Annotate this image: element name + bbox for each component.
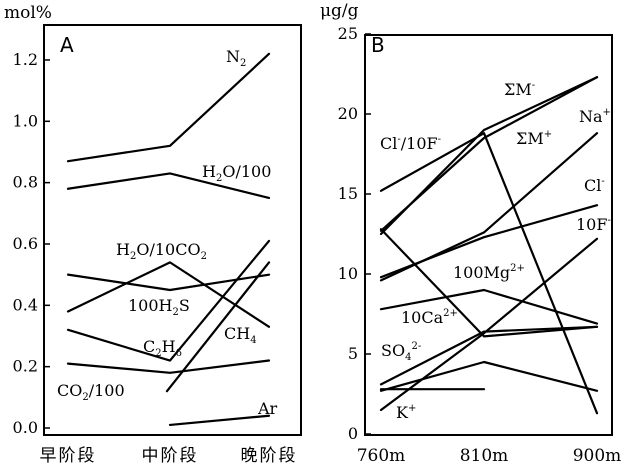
panel-b-series-line (379, 325, 599, 386)
panel-b-y-tick-label: 25 (338, 24, 358, 43)
panel-b-series-label: Na+ (579, 107, 611, 126)
panel-a-series-line (66, 52, 271, 163)
panel-a-series-label: N2 (226, 47, 246, 69)
panel-b-series-label: 10F- (576, 215, 611, 234)
panel-a-series-line (168, 414, 271, 427)
panel-b-series-line (379, 76, 599, 232)
panel-a-series-label: CH4 (224, 324, 257, 346)
panel-b-series-line (379, 360, 599, 392)
panel-b-x-category: 760m (357, 446, 406, 466)
panel-b-series-line (379, 132, 599, 415)
panel-b-x-category: 810m (460, 446, 509, 466)
panel-a-x-category: 晚阶段 (241, 446, 298, 466)
panel-b-series-label: ΣM+ (516, 129, 552, 148)
panel-b-series-label: 10Ca2+ (401, 308, 458, 327)
panel-b-frame (364, 34, 613, 436)
panel-b-y-tick-label: 15 (338, 184, 358, 203)
panel-a-series-label: CO2/100 (57, 381, 125, 403)
panel-a-series-line (165, 261, 271, 393)
panel-a-letter: A (60, 33, 74, 57)
panel-a-y-tick-label: 0.4 (13, 295, 38, 314)
panel-a-y-tick-label: 0.0 (13, 418, 38, 437)
panel-a-y-tick-label: 1.2 (13, 50, 38, 69)
panel-b-y-tick-label: 10 (338, 264, 358, 283)
panel-a-series-label: H2O/100 (202, 162, 271, 184)
panel-b-x-category: 900m (573, 446, 622, 466)
panel-b: μg/g B 0 5 10 15 20 25 760m 810m 900m ΣM- ΣM+ Cl-… (320, 1, 621, 466)
panel-a-y-tick-label: 0.8 (13, 173, 38, 192)
panel-a: mol% A 0.0 0.2 0.4 0.6 0.8 1.0 1.2 早阶段 中阶段 晚阶段 N… (4, 3, 302, 466)
panel-b-y-tick-label: 20 (338, 104, 358, 123)
panel-b-series-line (379, 132, 599, 282)
panel-b-y-tick-label: 0 (348, 424, 358, 443)
panel-b-series-line (379, 237, 599, 412)
panel-a-frame (43, 24, 302, 436)
panel-b-y-tick-label: 5 (348, 344, 358, 363)
panel-b-series-label: K+ (396, 403, 416, 422)
panel-b-series-label: 100Mg2+ (453, 263, 525, 282)
panel-a-series-label: 100H2S (128, 296, 190, 318)
panel-a-series-label: H2O/10CO2 (116, 240, 207, 262)
panel-a-y-tick-label: 1.0 (13, 111, 38, 130)
panel-b-series-line (379, 76, 599, 236)
panel-a-x-category: 早阶段 (40, 446, 97, 466)
panel-a-series-line (66, 261, 271, 328)
panel-b-series-label: Cl-/10F- (380, 134, 441, 153)
panel-a-series-line (66, 359, 271, 374)
panel-b-series-label: ΣM- (504, 80, 535, 99)
panel-b-series-label: Cl- (584, 176, 605, 195)
panel-b-letter: B (371, 33, 385, 57)
panel-a-series-line (66, 172, 271, 200)
panel-a-series-label: Ar (257, 399, 278, 418)
panel-b-y-unit: μg/g (320, 1, 359, 21)
panel-a-series-line (66, 239, 271, 362)
panel-b-series-line (379, 228, 599, 338)
panel-b-series-label: SO42- (381, 341, 421, 363)
panel-a-x-category: 中阶段 (142, 446, 199, 466)
panel-a-y-tick-label: 0.2 (13, 357, 38, 376)
panel-a-series-label: C2H6 (143, 337, 182, 359)
panel-a-y-tick-label: 0.6 (13, 234, 38, 253)
panel-a-y-unit: mol% (4, 3, 52, 23)
panel-b-series-line (379, 288, 599, 325)
